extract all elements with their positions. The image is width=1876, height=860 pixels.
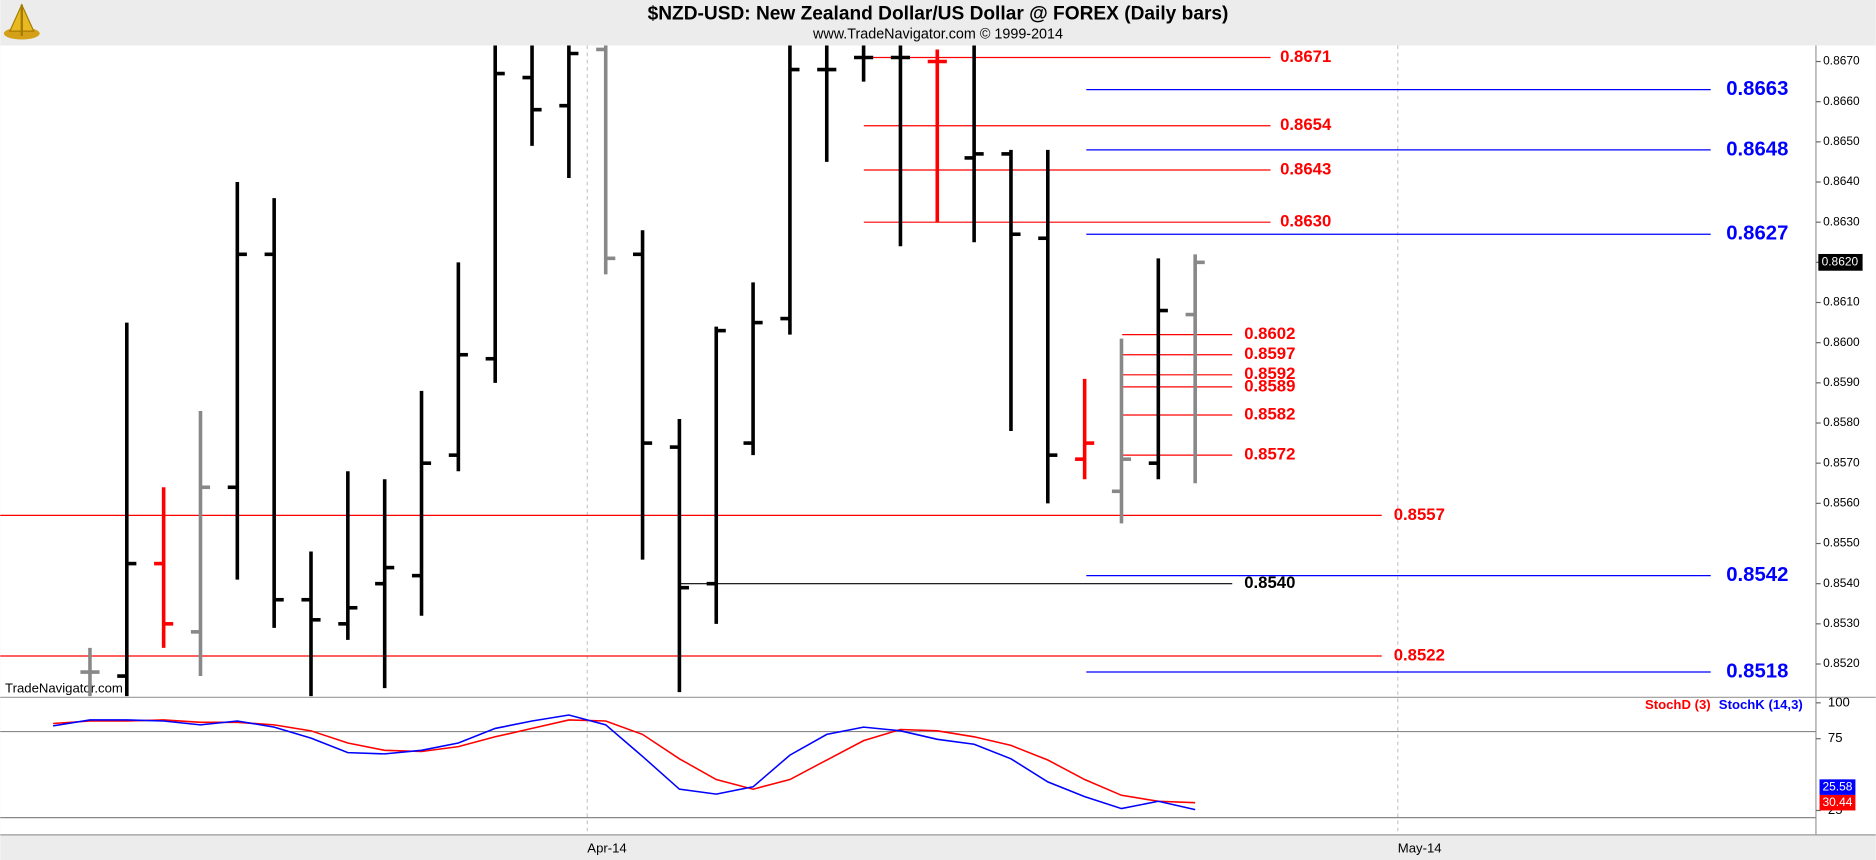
y-tick-label: 0.8540 [1823,576,1860,590]
level-label: 0.8602 [1244,324,1295,343]
level-label: 0.8540 [1244,573,1295,592]
y-tick-label: 0.8570 [1823,455,1860,469]
last-value-box [1819,794,1856,811]
y-tick-label: 0.8550 [1823,536,1860,550]
x-tick-label: Apr-14 [587,841,626,856]
level-label: 0.8654 [1280,115,1332,134]
chart-title: $NZD-USD: New Zealand Dollar/US Dollar @… [648,3,1229,24]
bars [80,45,1205,697]
logo [3,3,40,40]
level-label: 0.8572 [1244,445,1295,464]
y-tick-label: 0.8580 [1823,415,1860,429]
level-label: 0.8542 [1726,564,1788,586]
y-tick-label: 0.8640 [1823,174,1860,188]
level-label: 0.8522 [1394,645,1445,664]
y-tick-label: 0.8660 [1823,94,1860,108]
y-tick-label: 0.8520 [1823,656,1860,670]
level-label: 0.8630 [1280,212,1331,231]
last-value-label: 25.58 [1823,779,1853,793]
level-label: 0.8663 [1726,78,1788,100]
y-tick-label: 0.8670 [1823,54,1860,68]
y-tick-label: 0.8590 [1823,375,1860,389]
y-tick-label: 0.8650 [1823,134,1860,148]
y-tick-label: 100 [1828,694,1850,709]
last-price-label: 0.8620 [1822,255,1859,269]
x-tick-label: May-14 [1398,841,1442,856]
level-label: 0.8589 [1244,376,1295,395]
stoch-line [52,714,1196,811]
legend-entry: StochK (14,3) [1719,697,1803,712]
y-tick-label: 0.8530 [1823,616,1860,630]
level-label: 0.8627 [1726,223,1788,245]
level-label: 0.8557 [1394,505,1445,524]
last-value-label: 30.44 [1823,795,1853,809]
level-label: 0.8592 [1244,364,1295,383]
level-label: 0.8518 [1726,660,1788,682]
level-label: 0.8643 [1280,159,1331,178]
level-label: 0.8671 [1280,47,1331,66]
watermark: TradeNavigator.com [5,680,123,695]
y-tick-label: 0.8630 [1823,214,1860,228]
last-price-box [1818,253,1863,271]
chart-subtitle: www.TradeNavigator.com © 1999-2014 [812,26,1063,42]
legend-entry: StochD (3) [1645,697,1711,712]
y-tick-label: 0.8560 [1823,495,1860,509]
y-tick-label: 0.8600 [1823,335,1860,349]
last-value-box [1819,779,1856,795]
y-tick-label: 0.8610 [1823,295,1860,309]
level-label: 0.8648 [1726,138,1788,160]
y-tick-label: 75 [1828,730,1843,745]
level-label: 0.8582 [1244,404,1295,423]
level-label: 0.8597 [1244,344,1295,363]
